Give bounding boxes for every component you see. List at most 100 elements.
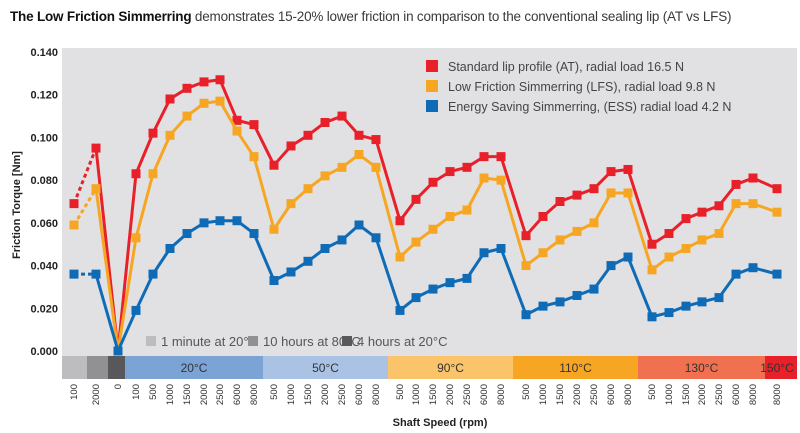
x-tick-label: 2500 bbox=[337, 384, 348, 405]
data-point bbox=[772, 269, 782, 279]
data-point bbox=[303, 184, 313, 194]
data-point bbox=[371, 233, 381, 243]
data-point bbox=[199, 218, 209, 228]
data-point bbox=[320, 243, 330, 253]
data-point bbox=[303, 256, 313, 266]
x-tick-label: 1500 bbox=[555, 384, 566, 405]
period-legend-label: 4 hours at 20°C bbox=[357, 334, 447, 349]
x-tick-label: 1500 bbox=[428, 384, 439, 405]
series-segment bbox=[374, 166, 402, 258]
data-point bbox=[131, 169, 141, 179]
band-label: 110°C bbox=[559, 361, 592, 375]
data-point bbox=[320, 117, 330, 127]
band-label: 20°C bbox=[181, 361, 208, 375]
x-tick-label: 2000 bbox=[199, 384, 210, 405]
data-point bbox=[664, 308, 674, 318]
chart-title: The Low Friction Simmerring demonstrates… bbox=[10, 9, 731, 24]
data-point bbox=[232, 216, 242, 226]
data-point bbox=[647, 265, 657, 275]
band-label: 90°C bbox=[437, 361, 464, 375]
data-point bbox=[462, 162, 472, 172]
data-point bbox=[411, 237, 421, 247]
data-point bbox=[411, 293, 421, 303]
data-point bbox=[479, 152, 489, 162]
data-point bbox=[555, 197, 565, 206]
data-point bbox=[623, 188, 633, 198]
series-segment bbox=[374, 139, 402, 222]
plot-background bbox=[62, 48, 797, 356]
x-tick-label: 8000 bbox=[748, 384, 759, 405]
x-tick-label: 6000 bbox=[479, 384, 490, 405]
legend-label: Energy Saving Simmerring, (ESS) radial l… bbox=[448, 100, 731, 114]
x-tick-label: 2000 bbox=[320, 384, 331, 405]
data-point bbox=[395, 252, 405, 262]
data-point bbox=[269, 160, 279, 170]
data-point bbox=[165, 94, 175, 104]
data-point bbox=[538, 211, 548, 221]
x-tick-label: 2000 bbox=[445, 384, 456, 405]
chart-title-rest: demonstrates 15-20% lower friction in co… bbox=[191, 9, 732, 24]
x-tick-label: 6000 bbox=[731, 384, 742, 405]
x-tick-label: 100 bbox=[69, 384, 80, 400]
data-point bbox=[772, 207, 782, 217]
x-tick-label: 0 bbox=[113, 384, 124, 389]
data-point bbox=[681, 214, 691, 224]
series-segment bbox=[252, 232, 276, 282]
data-point bbox=[623, 252, 633, 262]
series-0 bbox=[69, 75, 782, 356]
band-period-2 bbox=[108, 356, 125, 379]
data-point bbox=[589, 218, 599, 228]
data-point bbox=[148, 169, 158, 179]
series-segment bbox=[116, 173, 138, 352]
data-point bbox=[148, 269, 158, 279]
data-point bbox=[215, 96, 225, 106]
x-tick-label: 6000 bbox=[606, 384, 617, 405]
series-segment bbox=[134, 132, 155, 175]
x-tick-label: 1500 bbox=[681, 384, 692, 405]
data-point bbox=[182, 111, 192, 121]
data-point bbox=[354, 150, 364, 160]
x-tick-label: 8000 bbox=[772, 384, 783, 405]
x-tick-label: 500 bbox=[148, 384, 159, 400]
data-point bbox=[165, 130, 175, 140]
data-point bbox=[748, 199, 758, 209]
data-point bbox=[647, 312, 657, 322]
data-point bbox=[521, 310, 531, 320]
data-point bbox=[772, 184, 782, 194]
data-point bbox=[714, 201, 724, 211]
data-point bbox=[249, 229, 259, 239]
series-legend: Standard lip profile (AT), radial load 1… bbox=[426, 60, 731, 114]
data-point bbox=[697, 235, 707, 245]
y-axis-ticks: 0.000 0.020 0.040 0.060 0.080 0.100 0.120 0.140 bbox=[30, 47, 58, 358]
band-130c bbox=[638, 356, 765, 379]
data-point bbox=[91, 184, 101, 194]
y-tick-label: 0.100 bbox=[30, 132, 58, 144]
data-point bbox=[714, 293, 724, 303]
data-point bbox=[572, 290, 582, 300]
data-point bbox=[199, 77, 209, 87]
legend-label: Standard lip profile (AT), radial load 1… bbox=[448, 60, 684, 74]
series-segment bbox=[626, 169, 654, 245]
period-swatch bbox=[146, 336, 156, 346]
data-point bbox=[269, 224, 279, 234]
series-segment bbox=[252, 156, 276, 230]
temperature-bands: 20°C 50°C 90°C 110°C 130°C 150°C bbox=[62, 356, 797, 379]
band-label: 50°C bbox=[312, 361, 339, 375]
data-point bbox=[371, 135, 381, 145]
x-tick-label: 500 bbox=[395, 384, 406, 400]
x-tick-label: 6000 bbox=[354, 384, 365, 405]
series-segment bbox=[252, 123, 276, 166]
series-dashed-segment bbox=[72, 147, 98, 205]
data-point bbox=[371, 162, 381, 172]
data-point bbox=[664, 229, 674, 239]
data-point bbox=[572, 190, 582, 200]
data-point bbox=[286, 199, 296, 209]
series-segment bbox=[499, 247, 528, 316]
data-point bbox=[445, 167, 455, 177]
series-segment bbox=[116, 237, 138, 352]
x-tick-label: 8000 bbox=[623, 384, 634, 405]
data-point bbox=[215, 216, 225, 226]
series-segment bbox=[592, 192, 613, 224]
x-tick-label: 1500 bbox=[182, 384, 193, 405]
